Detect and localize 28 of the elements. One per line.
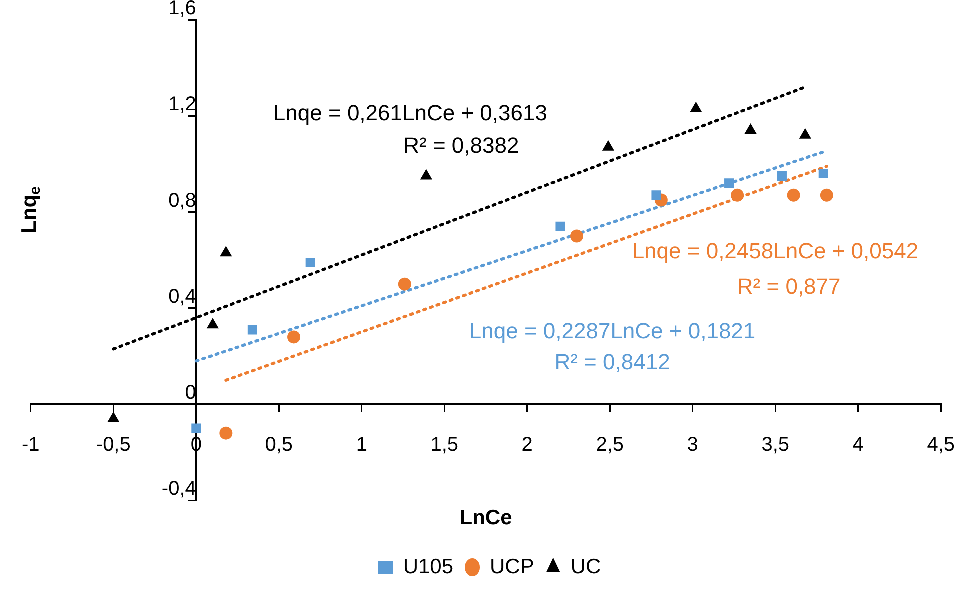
- y-tick-label: -0,4: [162, 478, 196, 500]
- x-tick-label: 3,5: [762, 434, 790, 456]
- legend-label: UCP: [490, 555, 534, 578]
- x-tick-label: 4,5: [927, 434, 956, 456]
- annotation: Lnqe = 0,2287LnCe + 0,1821: [469, 318, 756, 344]
- x-tick-label: 0,5: [265, 434, 294, 456]
- y-tick-label: 0: [185, 382, 196, 404]
- x-tick-label: -0,5: [96, 434, 131, 456]
- y-tick-label: 0,8: [168, 190, 196, 212]
- annotation: R² = 0,8412: [554, 350, 670, 375]
- x-axis-title: LnCe: [460, 506, 512, 530]
- x-tick-label: 1: [356, 434, 368, 456]
- annotation: R² = 0,8382: [404, 132, 520, 158]
- y-tick-label: 0,4: [168, 286, 196, 308]
- x-tick-label: 2,5: [596, 434, 624, 456]
- annotation: Lnqe = 0,261LnCe + 0,3613: [273, 100, 548, 126]
- y-tick-label: 1,2: [168, 94, 196, 116]
- annotation: R² = 0,877: [737, 274, 841, 299]
- legend-label: U105: [403, 555, 454, 578]
- x-tick-label: 3: [687, 434, 698, 456]
- x-tick-label: 1,5: [430, 434, 459, 456]
- y-tick-label: 1,6: [168, 0, 196, 20]
- y-axis-title: Lnqe: [18, 186, 44, 234]
- x-tick-label: -1: [22, 434, 40, 456]
- x-tick-label: 4: [852, 434, 864, 456]
- annotation: Lnqe = 0,2458LnCe + 0,0542: [632, 238, 919, 264]
- x-tick-label: 2: [522, 434, 533, 456]
- legend-label: UC: [570, 555, 602, 578]
